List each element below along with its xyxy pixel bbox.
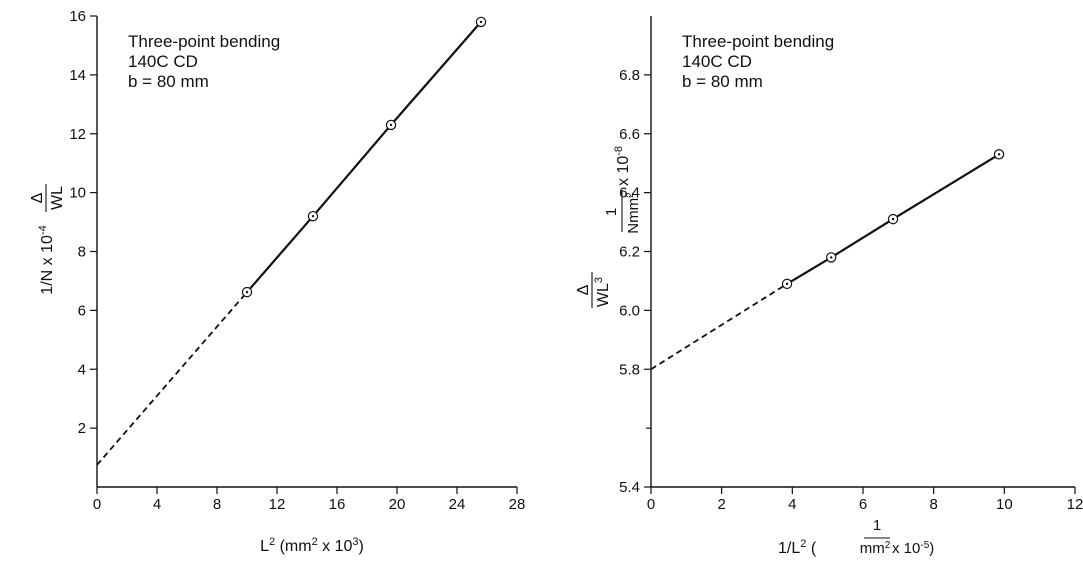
x-tick-label: 4 — [153, 496, 161, 513]
y-tick-label: 2 — [78, 420, 86, 437]
y-axis-label-1: Δ WL 1/N x 10-4 — [29, 184, 66, 295]
data-point-4 — [475, 16, 487, 28]
x-tick-label: 8 — [213, 496, 221, 513]
point-center — [245, 290, 249, 294]
annotation-line: b = 80 mm — [128, 72, 209, 91]
annotation-line: Three-point bending — [682, 32, 834, 51]
y-tick-label: 6 — [78, 302, 86, 319]
x-tick-label: 0 — [647, 496, 655, 513]
x-tick-label: 28 — [509, 496, 526, 513]
series-line — [246, 21, 482, 293]
y-axis-label-2: Δ WL3 1 Nmm2 x 10-8 — [575, 146, 642, 308]
y-label-frac-num: Δ — [29, 192, 46, 203]
point-center — [311, 214, 315, 218]
data-point-4 — [993, 149, 1005, 160]
y-tick-label: 14 — [69, 67, 86, 84]
x-tick-label: 0 — [93, 496, 101, 513]
x-tick-label: 16 — [329, 496, 346, 513]
plot-2: 0 2 4 6 8 10 12 5.4 5.8 6.0 6.2 6.4 6.6 6.8 Three-poin… — [619, 16, 1083, 513]
x-tick-label: 12 — [1067, 496, 1083, 513]
y-units-den: Nmm2 — [625, 192, 643, 234]
x-axis-label-2: 1/L2 ( 1 mm2 x 10-5) — [778, 517, 934, 557]
series-line — [786, 153, 1000, 285]
y-label-frac-den: WL — [49, 186, 66, 210]
x-tick-label: 2 — [717, 496, 725, 513]
x-label-frac-num: 1 — [873, 517, 881, 534]
point-center — [389, 123, 393, 127]
y-tick-label: 8 — [78, 244, 86, 261]
x-axis-label-1: L2 (mm2 x 103) — [260, 536, 364, 555]
data-point-2 — [307, 210, 319, 222]
y-tick-label: 6.2 — [619, 244, 640, 261]
x-label-part: 1/L2 ( — [778, 538, 817, 557]
x-tick-label: 20 — [389, 496, 406, 513]
y-label-frac-num: Δ — [575, 284, 592, 295]
annotation-line: Three-point bending — [128, 32, 280, 51]
y-tick-label: 6.4 — [619, 185, 640, 202]
y-tick-label: 6.8 — [619, 67, 640, 84]
y-tick-label: 6.6 — [619, 126, 640, 143]
annotation-line: 140C CD — [682, 52, 752, 71]
y-units-rest: x 10-8 — [613, 146, 632, 186]
y-tick-label: 10 — [69, 185, 86, 202]
y-label-frac-den: WL3 — [593, 277, 612, 307]
data-point-1 — [781, 278, 793, 290]
point-center — [479, 20, 483, 24]
x-label-rest: x 10-5) — [892, 540, 934, 558]
data-point-3 — [887, 213, 899, 225]
point-center — [830, 256, 833, 259]
x-tick-label: 10 — [996, 496, 1013, 513]
y-tick-label: 6.0 — [619, 302, 640, 319]
x-tick-label: 24 — [449, 496, 466, 513]
y-tick-label: 5.4 — [619, 479, 640, 496]
data-point-1 — [241, 286, 253, 298]
x-label-frac-den: mm2 — [860, 540, 891, 558]
x-tick-label: 4 — [788, 496, 796, 513]
point-center — [891, 217, 895, 221]
y-tick-label: 12 — [69, 126, 86, 143]
y-label-units: 1/N x 10-4 — [37, 225, 56, 294]
annotation-line: 140C CD — [128, 52, 198, 71]
y-tick-label: 5.8 — [619, 361, 640, 378]
y-tick-label: 16 — [69, 8, 86, 25]
dashed-extrapolation-line — [96, 291, 248, 466]
data-point-3 — [385, 119, 397, 131]
x-tick-label: 8 — [929, 496, 937, 513]
annotation-line: b = 80 mm — [682, 72, 763, 91]
y-tick-label: 4 — [78, 361, 86, 378]
x-tick-label: 6 — [859, 496, 867, 513]
point-center — [997, 153, 1001, 156]
point-center — [785, 282, 789, 286]
y-units-num: 1 — [603, 208, 620, 216]
data-point-2 — [826, 252, 837, 263]
x-tick-label: 12 — [269, 496, 286, 513]
dashed-extrapolation-line — [650, 283, 788, 371]
x-axis-label-text: L2 (mm2 x 103) — [260, 536, 364, 555]
